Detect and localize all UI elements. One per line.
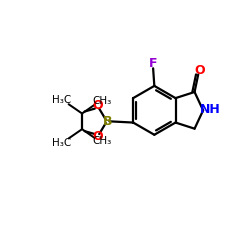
Text: CH₃: CH₃ <box>92 136 112 146</box>
Text: O: O <box>92 99 102 112</box>
Text: CH₃: CH₃ <box>92 96 112 106</box>
Text: F: F <box>149 58 157 70</box>
Text: NH: NH <box>200 103 220 116</box>
Text: O: O <box>194 64 205 76</box>
Text: O: O <box>92 130 102 143</box>
Text: H₃C: H₃C <box>52 138 71 147</box>
Text: H₃C: H₃C <box>52 95 71 105</box>
Text: B: B <box>103 115 112 128</box>
